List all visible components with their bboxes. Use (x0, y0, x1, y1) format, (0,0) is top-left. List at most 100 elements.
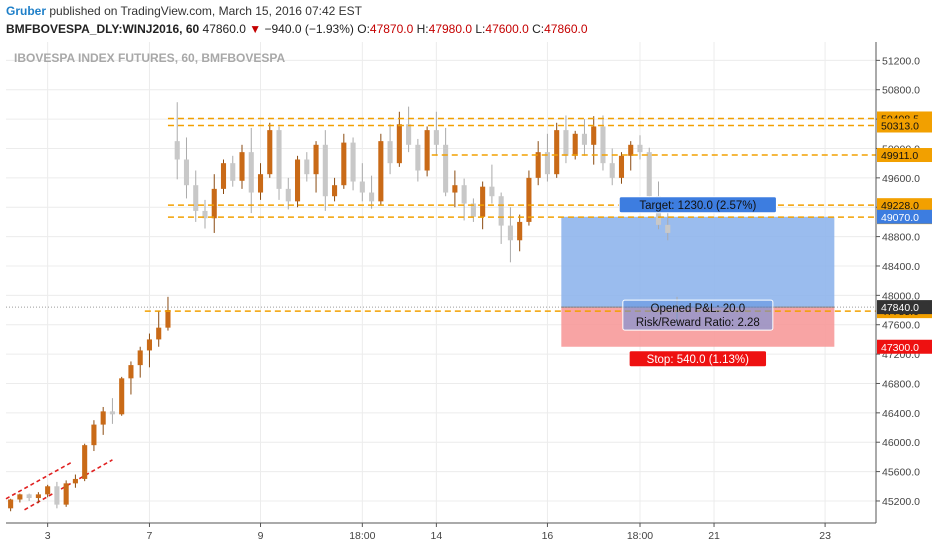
candle[interactable] (618, 155, 625, 178)
candle[interactable] (452, 185, 458, 193)
close-label: C: (532, 22, 545, 36)
candle[interactable] (554, 130, 560, 175)
candle[interactable] (526, 177, 532, 222)
last-price: 47860.0 (202, 22, 246, 36)
candle[interactable] (563, 130, 569, 156)
candle[interactable] (322, 144, 328, 197)
stop-label: Stop: 540.0 (1.13%) (647, 354, 749, 366)
candle[interactable] (470, 203, 476, 217)
candle[interactable] (82, 445, 88, 479)
candle[interactable] (267, 130, 273, 175)
candle[interactable] (100, 411, 106, 425)
candle[interactable] (313, 144, 319, 175)
author-name[interactable]: Gruber (6, 4, 47, 18)
candle[interactable] (137, 350, 143, 366)
candle[interactable] (461, 185, 467, 204)
candle[interactable] (248, 152, 254, 193)
publish-line: Gruber published on TradingView.com, Mar… (6, 4, 362, 18)
candle[interactable] (359, 181, 365, 193)
candle[interactable] (507, 225, 513, 241)
level-price-label: 50313.0 (881, 120, 919, 132)
candle[interactable] (387, 141, 393, 164)
x-axis-panel[interactable] (0, 523, 932, 550)
candle[interactable] (341, 142, 347, 186)
candle[interactable] (174, 141, 180, 160)
candle[interactable] (35, 494, 41, 499)
candle[interactable] (378, 141, 384, 202)
y-tick-label: 48400.0 (882, 261, 920, 273)
candle[interactable] (332, 185, 338, 197)
y-tick-label: 47600.0 (882, 320, 920, 332)
candle[interactable] (193, 185, 199, 211)
candle[interactable] (26, 494, 32, 499)
target-zone[interactable] (561, 216, 835, 308)
candle[interactable] (406, 124, 412, 145)
candle[interactable] (239, 152, 245, 181)
candle[interactable] (498, 196, 504, 226)
candle[interactable] (156, 327, 162, 340)
candle[interactable] (146, 339, 153, 351)
risk-reward-label: Risk/Reward Ratio: 2.28 (636, 317, 760, 329)
candle[interactable] (665, 224, 671, 233)
candle[interactable] (119, 378, 125, 415)
candle[interactable] (517, 221, 523, 241)
candle[interactable] (535, 152, 541, 178)
candle[interactable] (109, 411, 115, 415)
candle[interactable] (304, 159, 310, 175)
high-label: H: (416, 22, 429, 36)
candle[interactable] (63, 483, 69, 505)
price-chart[interactable]: IBOVESPA INDEX FUTURES, 60, BMFBOVESPA Ta… (0, 42, 932, 550)
candle[interactable] (443, 144, 449, 193)
candle[interactable] (54, 486, 60, 505)
candle[interactable] (424, 130, 430, 171)
candle[interactable] (183, 159, 190, 186)
candle[interactable] (45, 486, 51, 495)
candle[interactable] (257, 174, 264, 193)
candle[interactable] (600, 126, 606, 164)
candle[interactable] (591, 126, 597, 145)
y-tick-label: 51200.0 (882, 55, 920, 67)
price-tag-label: 47300.0 (881, 342, 919, 354)
candle[interactable] (544, 152, 550, 175)
candle[interactable] (628, 144, 634, 156)
candle[interactable] (609, 163, 615, 178)
candle[interactable] (396, 124, 402, 164)
candle[interactable] (294, 159, 301, 202)
candle[interactable] (128, 365, 134, 379)
candle[interactable] (637, 144, 643, 153)
candle[interactable] (480, 186, 486, 217)
level-price-tag (877, 118, 932, 133)
candle[interactable] (91, 424, 97, 446)
candle[interactable] (489, 186, 495, 197)
candle[interactable] (433, 130, 439, 145)
candle[interactable] (646, 152, 652, 197)
price-tag (877, 339, 932, 354)
candle[interactable] (572, 133, 578, 156)
published-text: published on TradingView.com, March 15, … (49, 4, 362, 18)
candle[interactable] (369, 192, 375, 202)
pnl-box (622, 299, 774, 331)
candle[interactable] (276, 130, 282, 189)
candle[interactable] (415, 144, 421, 171)
candle[interactable] (211, 188, 217, 219)
x-tick-label: 16 (542, 530, 554, 542)
chart-title: IBOVESPA INDEX FUTURES, 60, BMFBOVESPA (14, 51, 285, 65)
candle[interactable] (72, 478, 78, 484)
price-tag (877, 300, 932, 315)
candle[interactable] (17, 494, 23, 500)
candle[interactable] (581, 133, 588, 145)
candle[interactable] (165, 310, 171, 328)
candle[interactable] (220, 163, 227, 189)
y-tick-label: 50800.0 (882, 85, 920, 97)
candle[interactable] (8, 499, 14, 509)
x-tick-label: 3 (45, 530, 51, 542)
chart-area[interactable]: IBOVESPA INDEX FUTURES, 60, BMFBOVESPA Ta… (0, 42, 932, 550)
trendline[interactable] (5, 462, 72, 500)
candle[interactable] (285, 188, 291, 202)
level-price-label: 49228.0 (881, 200, 919, 212)
candle[interactable] (202, 210, 208, 219)
close-value: 47860.0 (544, 22, 588, 36)
candle[interactable] (230, 163, 236, 181)
target-label-box (618, 196, 777, 214)
candle[interactable] (350, 142, 356, 182)
